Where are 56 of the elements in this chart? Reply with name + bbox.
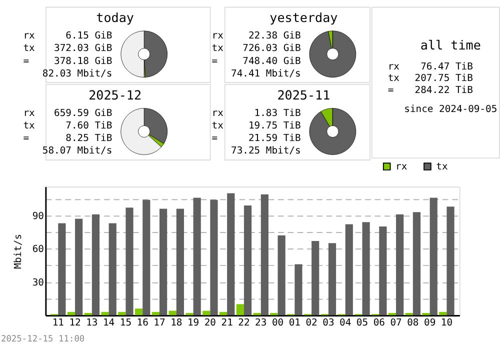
text: = 748.40 GiB bbox=[212, 56, 301, 67]
x-tick-label: 03 bbox=[322, 317, 334, 328]
y-tick-label: 90 bbox=[32, 210, 44, 222]
x-tick-label: 16 bbox=[136, 317, 149, 328]
x-tick-label: 21 bbox=[221, 317, 234, 328]
x-tick-label: 00 bbox=[272, 317, 284, 328]
y-tick-label: 30 bbox=[32, 277, 44, 288]
y-tick-label: 60 bbox=[32, 244, 44, 256]
text: 82.03 Mbit/s bbox=[42, 68, 112, 80]
x-tick-label: 23 bbox=[255, 317, 267, 328]
x-tick-label: 06 bbox=[373, 317, 386, 328]
text: tx 19.75 TiB bbox=[212, 120, 301, 132]
legend-label: rx bbox=[396, 161, 408, 172]
x-tick-label: 17 bbox=[154, 317, 166, 328]
text: 73.25 Mbit/s bbox=[231, 146, 301, 157]
text: since 2024-09-05 bbox=[404, 104, 498, 116]
chart-title: yesterday bbox=[270, 10, 338, 26]
x-tick-label: 13 bbox=[86, 317, 98, 328]
x-tick-label: 04 bbox=[340, 317, 352, 328]
x-tick-label: 02 bbox=[306, 317, 318, 328]
x-tick-label: 11 bbox=[52, 317, 64, 328]
text: 74.41 Mbit/s bbox=[231, 68, 301, 80]
text: = 284.22 TiB bbox=[388, 84, 473, 96]
text: all time bbox=[420, 37, 481, 52]
y-axis-title: Mbit/s bbox=[12, 234, 24, 269]
x-tick-label: 14 bbox=[102, 317, 115, 328]
chart-title: 2025-12 bbox=[88, 88, 142, 103]
chart-title: today bbox=[96, 10, 134, 26]
text: = 21.59 TiB bbox=[212, 133, 301, 144]
text: tx 207.75 TiB bbox=[388, 73, 473, 84]
x-tick-label: 09 bbox=[424, 317, 436, 328]
x-tick-label: 15 bbox=[120, 317, 132, 328]
x-tick-label: 12 bbox=[69, 317, 81, 328]
x-tick-label: 18 bbox=[170, 317, 182, 328]
legend-label: tx bbox=[436, 161, 448, 172]
text: tx 7.60 TiB bbox=[23, 120, 112, 132]
text: tx 372.03 GiB bbox=[23, 43, 112, 54]
text: rx 6.15 GiB bbox=[23, 30, 112, 42]
text: rx 1.83 TiB bbox=[212, 108, 301, 120]
text: 2025-12-15 11:00 bbox=[0, 334, 85, 344]
text: 58.07 Mbit/s bbox=[42, 146, 112, 157]
x-tick-label: 08 bbox=[407, 317, 419, 328]
text: rx 659.59 GiB bbox=[23, 108, 112, 120]
text: tx 726.03 GiB bbox=[212, 43, 301, 54]
chart-title: 2025-11 bbox=[277, 88, 330, 103]
text: rx 76.47 TiB bbox=[388, 62, 473, 73]
x-tick-label: 19 bbox=[187, 317, 200, 328]
text: = 378.18 GiB bbox=[23, 56, 112, 67]
x-tick-label: 20 bbox=[204, 317, 216, 328]
x-tick-label: 07 bbox=[390, 317, 402, 328]
text: rx 22.38 GiB bbox=[212, 30, 301, 42]
x-tick-label: 01 bbox=[288, 317, 301, 328]
x-tick-label: 05 bbox=[356, 317, 368, 328]
x-tick-label: 22 bbox=[238, 317, 250, 328]
x-tick-label: 10 bbox=[440, 317, 453, 328]
text: = 8.25 TiB bbox=[23, 133, 112, 144]
